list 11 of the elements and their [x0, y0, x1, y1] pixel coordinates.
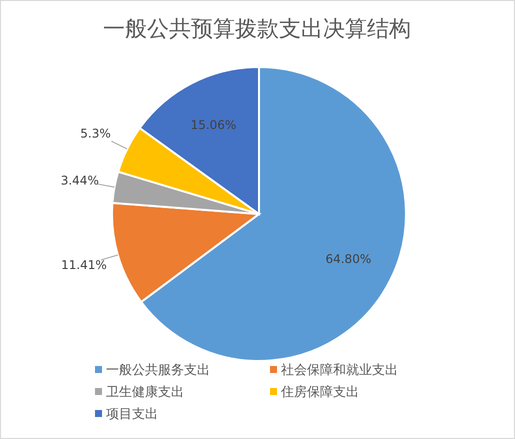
data-label: 11.41%	[61, 258, 107, 272]
data-label: 3.44%	[60, 174, 99, 188]
legend-label: 社会保障和就业支出	[281, 363, 398, 378]
legend-label: 项目支出	[106, 407, 158, 422]
data-label: 64.80%	[325, 252, 372, 266]
chart-title: 一般公共预算拨款支出决算结构	[103, 17, 411, 42]
data-label: 15.06%	[190, 118, 236, 132]
legend-label: 卫生健康支出	[106, 385, 184, 400]
legend-label: 一般公共服务支出	[106, 363, 210, 378]
data-label: 5.3%	[80, 126, 111, 140]
legend-label: 住房保障支出	[280, 384, 359, 400]
